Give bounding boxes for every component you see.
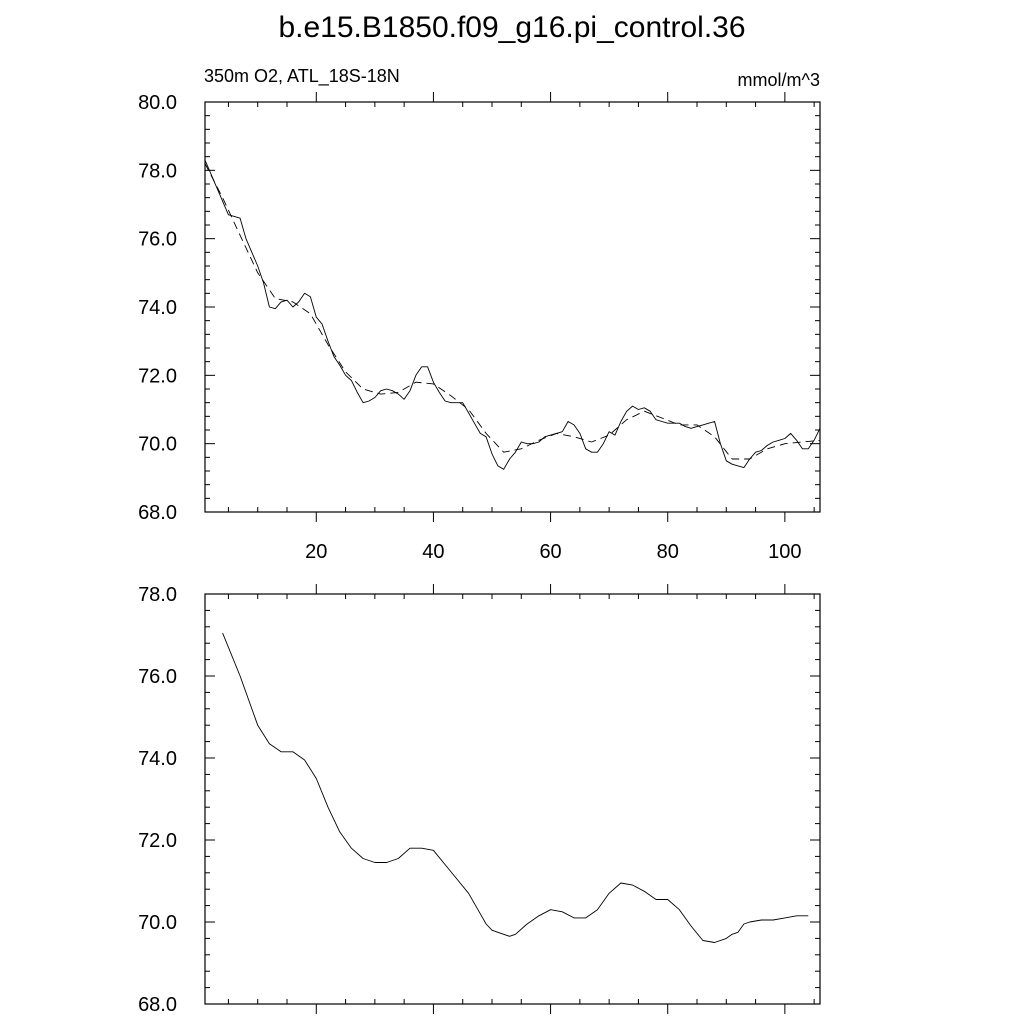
top-panel-y-tick-label: 76.0 [138, 229, 177, 251]
bottom-panel: 68.0 70.0 72.0 74.0 76.0 78.0 [138, 584, 821, 1016]
bottom-panel-y-tick-label: 68.0 [138, 994, 177, 1016]
top-panel-y-tick-label: 68.0 [138, 502, 177, 524]
chart-title: b.e15.B1850.f09_g16.pi_control.36 [278, 11, 745, 44]
top-panel-y-tick-label: 80.0 [138, 92, 177, 114]
top-panel-y-tick-label: 78.0 [138, 160, 177, 182]
top-panel-series-dashed-line [204, 163, 821, 460]
bottom-panel-frame [204, 593, 821, 1005]
top-panel-series-solid-line [204, 159, 821, 470]
top-panel-x-tick-label: 40 [422, 541, 444, 563]
top-panel-x-tick-label: 20 [305, 541, 327, 563]
top-panel-x-tick-label: 60 [539, 541, 561, 563]
top-panel-x-tick-label: 100 [768, 541, 801, 563]
top-panel-y-tick-label: 72.0 [138, 365, 177, 387]
top-panel-frame [204, 101, 821, 513]
bottom-panel-y-tick-label: 72.0 [138, 830, 177, 852]
bottom-panel-y-tick-label: 76.0 [138, 666, 177, 688]
top-panel-x-tick-label: 80 [657, 541, 679, 563]
top-panel-y-tick-label: 70.0 [138, 434, 177, 456]
bottom-panel-y-tick-label: 78.0 [138, 584, 177, 606]
top-panel-y-tick-label: 74.0 [138, 297, 177, 319]
top-panel-left-label: 350m O2, ATL_18S-18N [204, 66, 400, 87]
bottom-panel-y-tick-label: 70.0 [138, 912, 177, 934]
bottom-panel-y-tick-label: 74.0 [138, 748, 177, 770]
bottom-panel-series-solid-line [222, 632, 809, 943]
top-panel-right-label: mmol/m^3 [738, 70, 820, 90]
top-panel: 68.0 70.0 72.0 74.0 76.0 78.0 80.0 20 40 60 80 100 [138, 92, 821, 563]
